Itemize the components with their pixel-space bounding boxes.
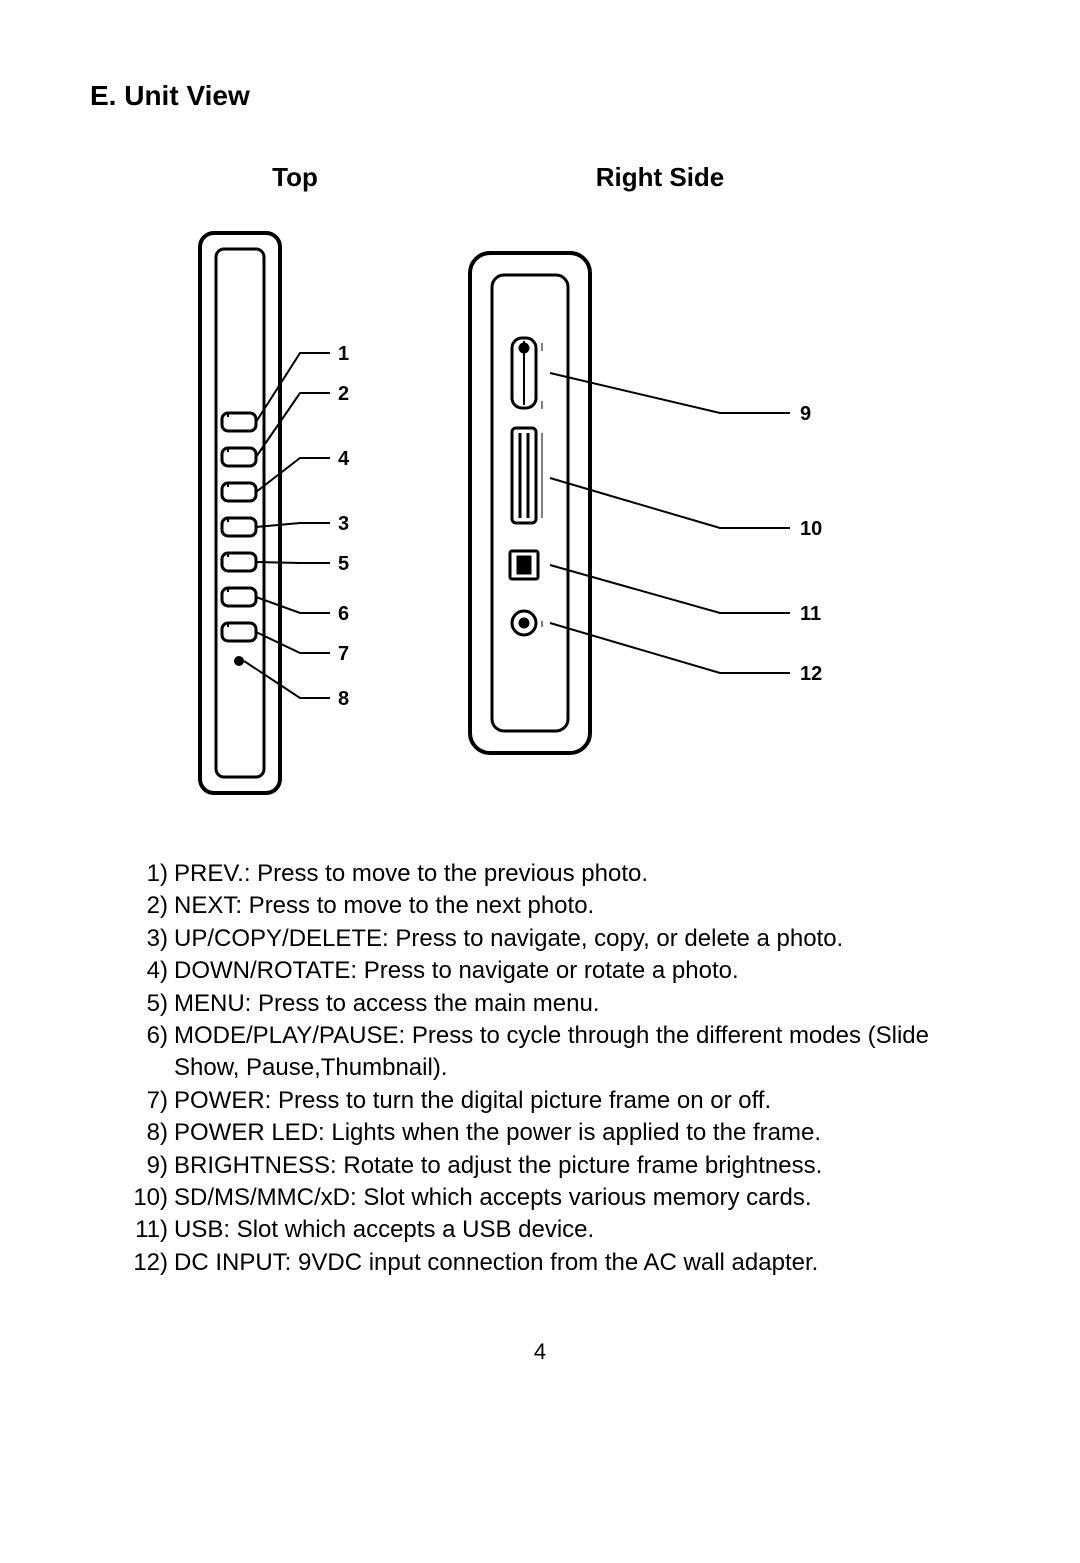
list-text: UP/COPY/DELETE: Press to navigate, copy,… [174, 923, 990, 955]
list-text: NEXT: Press to move to the next photo. [174, 890, 990, 922]
callout-5: 5 [338, 553, 349, 575]
callout-3: 3 [338, 513, 349, 535]
list-text: PREV.: Press to move to the previous pho… [174, 858, 990, 890]
section-title: E. Unit View [90, 80, 990, 112]
list-num: 2) [130, 890, 174, 922]
callout-10: 10 [800, 518, 822, 540]
list-item: 7)POWER: Press to turn the digital pictu… [130, 1085, 990, 1117]
callout-11: 11 [800, 603, 821, 625]
list-text: DOWN/ROTATE: Press to navigate or rotate… [174, 955, 990, 987]
top-view-diagram: 1 2 4 3 5 6 7 8 [180, 223, 410, 808]
callout-8: 8 [338, 688, 349, 710]
list-num: 8) [130, 1117, 174, 1149]
list-text: MENU: Press to access the main menu. [174, 988, 990, 1020]
list-item: 5)MENU: Press to access the main menu. [130, 988, 990, 1020]
list-item: 8)POWER LED: Lights when the power is ap… [130, 1117, 990, 1149]
list-item: 3)UP/COPY/DELETE: Press to navigate, cop… [130, 923, 990, 955]
right-side-label: Right Side [596, 162, 725, 193]
list-item: 2)NEXT: Press to move to the next photo. [130, 890, 990, 922]
callout-4: 4 [338, 448, 350, 470]
callout-1: 1 [338, 343, 349, 365]
description-list: 1)PREV.: Press to move to the previous p… [90, 858, 990, 1279]
list-text: SD/MS/MMC/xD: Slot which accepts various… [174, 1182, 990, 1214]
callout-6: 6 [338, 603, 349, 625]
list-text: POWER: Press to turn the digital picture… [174, 1085, 990, 1117]
list-text: BRIGHTNESS: Rotate to adjust the picture… [174, 1150, 990, 1182]
list-text: MODE/PLAY/PAUSE: Press to cycle through … [174, 1020, 990, 1085]
list-num: 4) [130, 955, 174, 987]
callout-7: 7 [338, 643, 349, 665]
right-side-diagram: 9 10 11 12 [450, 223, 870, 808]
list-item: 9)BRIGHTNESS: Rotate to adjust the pictu… [130, 1150, 990, 1182]
callout-2: 2 [338, 383, 349, 405]
list-item: 1)PREV.: Press to move to the previous p… [130, 858, 990, 890]
top-view-label: Top [272, 162, 318, 193]
list-text: DC INPUT: 9VDC input connection from the… [174, 1247, 990, 1279]
list-num: 9) [130, 1150, 174, 1182]
diagram-row: Top [90, 162, 990, 808]
list-item: 10)SD/MS/MMC/xD: Slot which accepts vari… [130, 1182, 990, 1214]
list-text: POWER LED: Lights when the power is appl… [174, 1117, 990, 1149]
right-side-column: Right Side [450, 162, 870, 808]
list-num: 1) [130, 858, 174, 890]
page-number: 4 [90, 1339, 990, 1365]
callout-9: 9 [800, 403, 811, 425]
list-item: 6)MODE/PLAY/PAUSE: Press to cycle throug… [130, 1020, 990, 1085]
list-num: 11) [130, 1214, 174, 1246]
list-num: 5) [130, 988, 174, 1020]
list-num: 12) [130, 1247, 174, 1279]
top-view-column: Top [180, 162, 410, 808]
list-item: 4)DOWN/ROTATE: Press to navigate or rota… [130, 955, 990, 987]
list-item: 11)USB: Slot which accepts a USB device. [130, 1214, 990, 1246]
list-num: 3) [130, 923, 174, 955]
list-item: 12)DC INPUT: 9VDC input connection from … [130, 1247, 990, 1279]
list-num: 7) [130, 1085, 174, 1117]
list-num: 10) [130, 1182, 174, 1214]
callout-12: 12 [800, 663, 822, 685]
list-text: USB: Slot which accepts a USB device. [174, 1214, 990, 1246]
list-num: 6) [130, 1020, 174, 1085]
